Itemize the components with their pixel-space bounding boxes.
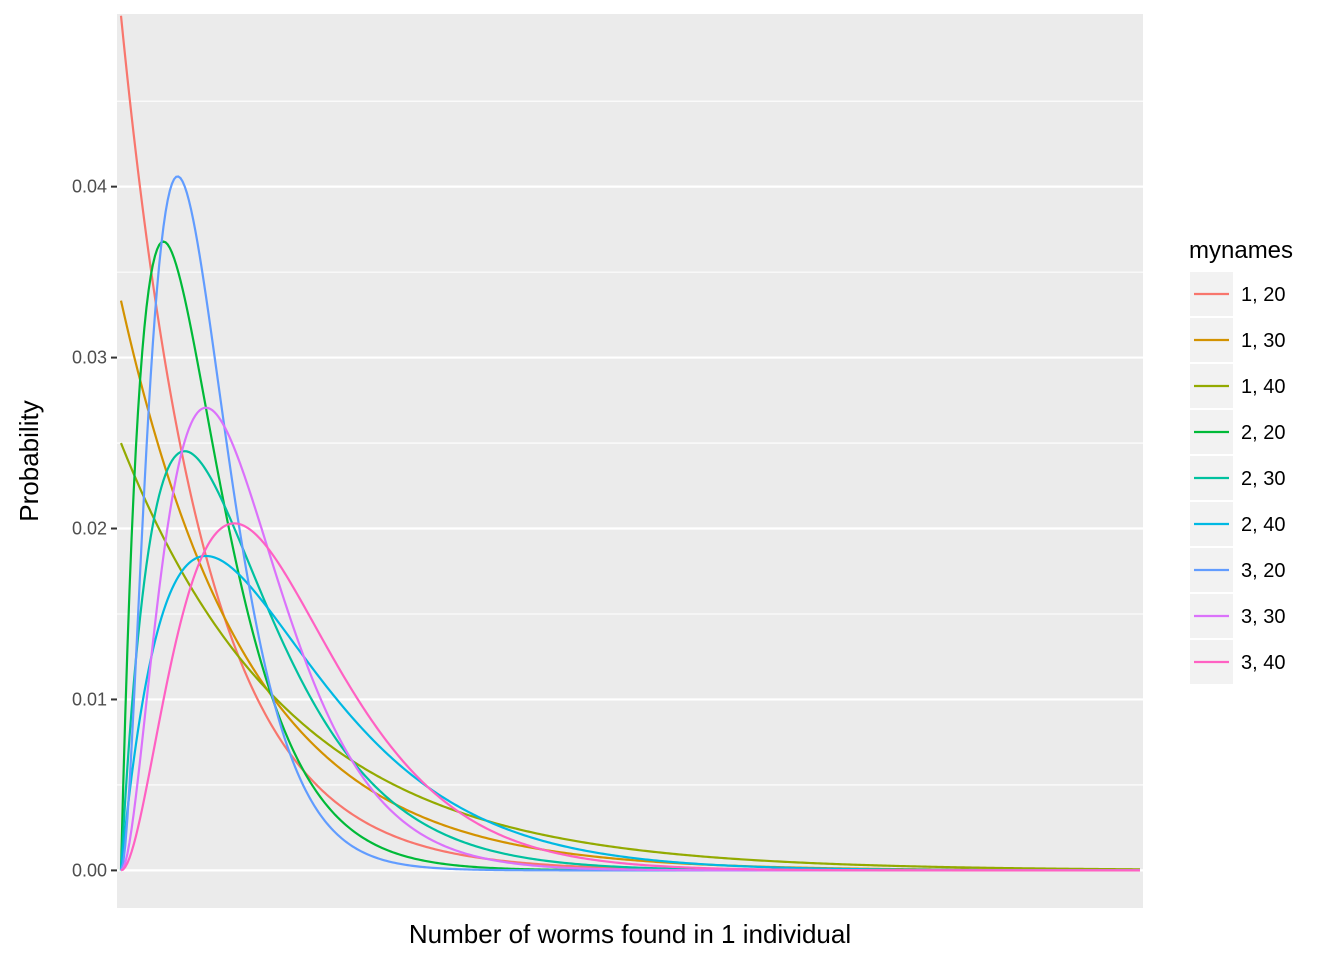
x-axis-title: Number of worms found in 1 individual bbox=[409, 919, 851, 949]
legend-title: mynames bbox=[1189, 237, 1293, 264]
legend-label: 1, 20 bbox=[1241, 284, 1285, 306]
legend-label: 2, 30 bbox=[1241, 468, 1285, 490]
y-tick-label: 0.02 bbox=[72, 519, 107, 539]
y-axis: 0.00 0.01 0.02 0.03 0.04 bbox=[72, 177, 117, 880]
legend-label: 2, 20 bbox=[1241, 422, 1285, 444]
legend-label: 1, 40 bbox=[1241, 376, 1285, 398]
y-tick-label: 0.00 bbox=[72, 860, 107, 880]
series-line-1-40 bbox=[119, 442, 1141, 871]
y-tick-label: 0.03 bbox=[72, 348, 107, 368]
legend-label: 3, 30 bbox=[1241, 606, 1285, 628]
legend-label: 2, 40 bbox=[1241, 514, 1285, 536]
legend-label: 1, 30 bbox=[1241, 330, 1285, 352]
legend: mynames 1, 20 1, 30 1, 40 2, 20 2, 30 2, 40 3,… bbox=[1189, 237, 1293, 684]
y-axis-title: Probability bbox=[14, 400, 44, 521]
legend-label: 3, 40 bbox=[1241, 652, 1285, 674]
y-tick-label: 0.01 bbox=[72, 689, 107, 709]
series-lines bbox=[119, 15, 1141, 872]
legend-label: 3, 20 bbox=[1241, 560, 1285, 582]
series-line-3-40 bbox=[120, 522, 1140, 872]
legend-items: 1, 20 1, 30 1, 40 2, 20 2, 30 2, 40 3, 20 3, 30… bbox=[1190, 272, 1285, 684]
y-tick-label: 0.04 bbox=[72, 177, 107, 197]
panel-background bbox=[117, 14, 1143, 908]
